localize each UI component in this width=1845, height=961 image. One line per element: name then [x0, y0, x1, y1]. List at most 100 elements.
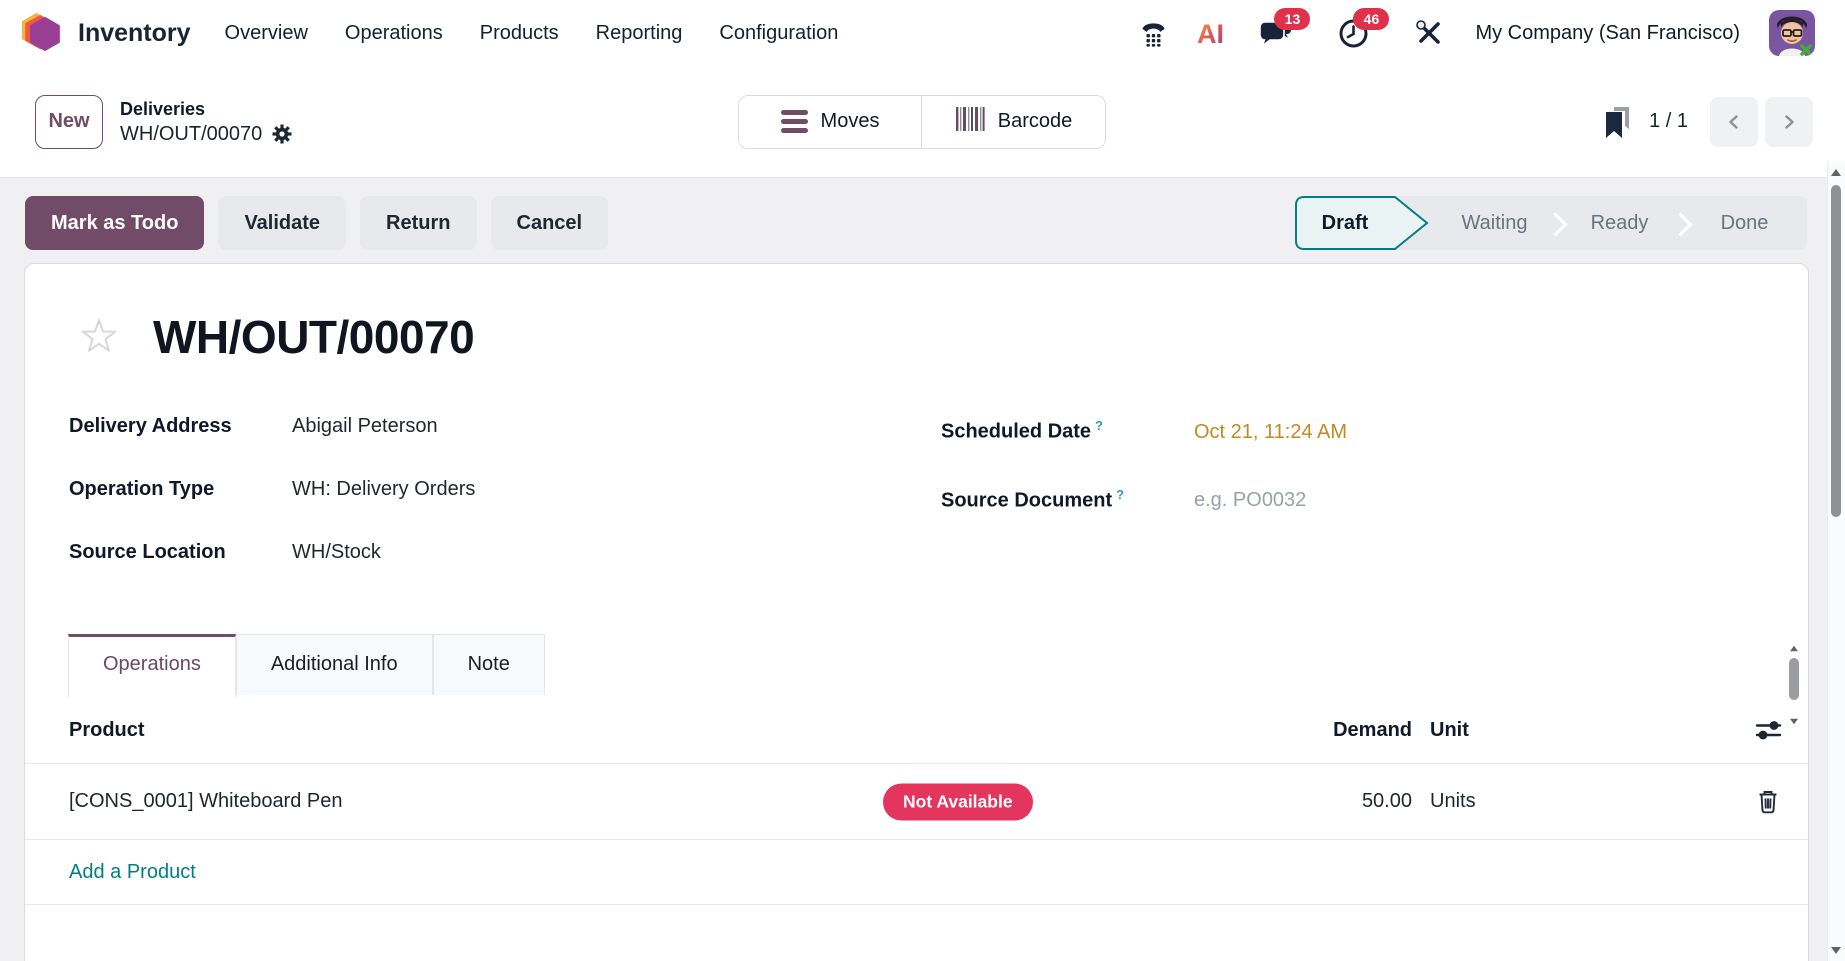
pager-previous-button[interactable] — [1710, 96, 1758, 147]
availability-status-badge: Not Available — [883, 783, 1033, 820]
action-buttons: Mark as Todo Validate Return Cancel — [25, 196, 609, 250]
source-document-label: Source Document? — [941, 486, 1125, 512]
tab-operations[interactable]: Operations — [68, 634, 236, 697]
field-source-location: Source Location WH/Stock — [69, 537, 941, 567]
column-header-unit[interactable]: Unit — [1430, 718, 1469, 741]
operation-type-label: Operation Type — [69, 478, 215, 500]
smart-buttons: Moves Barcode — [738, 94, 1106, 149]
delivery-address-label: Delivery Address — [69, 415, 232, 437]
unit-cell[interactable]: Units — [1430, 790, 1476, 812]
new-button[interactable]: New — [35, 94, 103, 149]
record-title[interactable]: WH/OUT/00070 — [153, 311, 475, 363]
scheduled-date-value[interactable]: Oct 21, 11:24 AM — [1194, 420, 1348, 443]
barcode-button[interactable]: Barcode — [922, 95, 1105, 148]
inner-scrollbar[interactable] — [1786, 645, 1802, 725]
favorite-star-icon[interactable] — [79, 317, 119, 357]
scroll-down-arrow-icon[interactable] — [1831, 947, 1841, 954]
top-nav: Inventory Overview Operations Products R… — [0, 0, 1845, 66]
field-scheduled-date: Scheduled Date? Oct 21, 11:24 AM — [941, 411, 1808, 447]
column-header-product[interactable]: Product — [69, 718, 145, 741]
form-view-area: Mark as Todo Validate Return Cancel Draf… — [0, 178, 1828, 961]
column-header-demand[interactable]: Demand — [1333, 718, 1412, 741]
menu-item-overview[interactable]: Overview — [224, 21, 308, 44]
inventory-app-icon[interactable] — [22, 10, 66, 56]
tab-note[interactable]: Note — [432, 634, 545, 695]
menu-item-products[interactable]: Products — [479, 21, 559, 44]
pager-value: 1 / 1 — [1649, 110, 1688, 132]
scheduled-date-label: Scheduled Date? — [941, 418, 1103, 443]
barcode-button-label: Barcode — [997, 110, 1073, 132]
source-document-input[interactable]: e.g. PO0032 — [1194, 489, 1307, 512]
operations-table: Product Demand Unit [CONS_0001] Whitebo — [25, 697, 1808, 905]
scroll-down-arrow-icon[interactable] — [1790, 718, 1798, 725]
company-switcher[interactable]: My Company (San Francisco) — [1475, 21, 1740, 44]
table-row[interactable]: [CONS_0001] Whiteboard Pen 50.00 Units — [25, 764, 1808, 840]
messages-count-badge: 13 — [1274, 7, 1311, 30]
moves-icon — [780, 110, 808, 133]
scroll-up-arrow-icon[interactable] — [1790, 645, 1798, 652]
add-line-row: Add a Product — [25, 840, 1808, 905]
nav-right: AI 13 46 — [1140, 7, 1815, 56]
tab-additional-info[interactable]: Additional Info — [235, 634, 433, 695]
main-scrollbar[interactable] — [1827, 162, 1845, 961]
cancel-button[interactable]: Cancel — [490, 196, 609, 250]
user-avatar[interactable] — [1769, 10, 1815, 56]
main-menu: Overview Operations Products Reporting C… — [225, 22, 839, 45]
barcode-icon — [955, 106, 985, 138]
status-step-done[interactable]: Done — [1720, 212, 1769, 234]
field-operation-type: Operation Type WH: Delivery Orders — [69, 474, 941, 504]
tools-icon[interactable] — [1414, 18, 1444, 48]
status-step-draft-active[interactable]: Draft — [1295, 196, 1432, 250]
product-cell[interactable]: [CONS_0001] Whiteboard Pen — [69, 790, 343, 812]
validate-button[interactable]: Validate — [218, 196, 347, 250]
menu-item-operations[interactable]: Operations — [344, 21, 443, 44]
menu-item-reporting[interactable]: Reporting — [595, 21, 683, 44]
mark-as-todo-button[interactable]: Mark as Todo — [25, 196, 205, 250]
source-location-label: Source Location — [69, 541, 226, 563]
nav-left: Inventory Overview Operations Products R… — [22, 10, 838, 56]
activities-count-badge: 46 — [1353, 7, 1390, 30]
messages-chat-icon[interactable]: 13 — [1259, 7, 1311, 49]
status-bar: Draft Waiting Ready Done — [1295, 196, 1807, 250]
title-row: WH/OUT/00070 — [79, 308, 1808, 366]
scroll-up-arrow-icon[interactable] — [1831, 169, 1841, 176]
notebook-tabs: Operations Additional Info Note — [68, 634, 1808, 697]
status-step-waiting[interactable]: Waiting — [1461, 212, 1528, 234]
bookmark-icon[interactable] — [1604, 105, 1631, 139]
add-a-product-link[interactable]: Add a Product — [69, 860, 196, 883]
action-row: Mark as Todo Validate Return Cancel Draf… — [0, 178, 1828, 250]
menu-item-configuration[interactable]: Configuration — [719, 21, 839, 44]
field-source-document: Source Document? e.g. PO0032 — [941, 480, 1808, 516]
field-delivery-address: Delivery Address Abigail Peterson — [69, 411, 941, 441]
pager-area: 1 / 1 — [1604, 96, 1813, 147]
delete-row-trash-icon[interactable] — [1746, 789, 1790, 814]
form-fields: Delivery Address Abigail Peterson Operat… — [69, 411, 1808, 600]
activities-clock-icon[interactable]: 46 — [1338, 7, 1390, 49]
operation-type-value[interactable]: WH: Delivery Orders — [292, 478, 476, 500]
help-question-icon: ? — [1116, 486, 1125, 502]
phone-icon[interactable] — [1140, 19, 1167, 47]
demand-cell[interactable]: 50.00 — [1361, 790, 1412, 812]
help-question-icon: ? — [1095, 418, 1103, 433]
inner-scrollbar-thumb[interactable] — [1789, 658, 1799, 700]
moves-button-label: Moves — [820, 110, 880, 132]
gear-icon[interactable] — [272, 124, 292, 144]
return-button[interactable]: Return — [360, 196, 477, 250]
moves-button[interactable]: Moves — [739, 95, 922, 148]
main-scrollbar-thumb[interactable] — [1831, 185, 1841, 517]
record-sheet: WH/OUT/00070 Delivery Address Abigail Pe… — [24, 263, 1809, 961]
pager-next-button[interactable] — [1765, 96, 1813, 147]
control-bar: New Deliveries WH/OUT/00070 — [0, 66, 1845, 178]
form-left-column: Delivery Address Abigail Peterson Operat… — [69, 411, 941, 600]
svg-text:AI: AI — [1197, 19, 1224, 48]
ai-icon[interactable]: AI — [1196, 18, 1230, 48]
form-right-column: Scheduled Date? Oct 21, 11:24 AM Source … — [941, 411, 1808, 600]
optional-columns-icon[interactable] — [1746, 719, 1790, 742]
delivery-address-value[interactable]: Abigail Peterson — [292, 415, 438, 437]
app-name[interactable]: Inventory — [78, 18, 191, 47]
source-location-value[interactable]: WH/Stock — [292, 541, 381, 563]
breadcrumb-current-record: WH/OUT/00070 — [120, 122, 263, 145]
status-step-ready[interactable]: Ready — [1590, 212, 1649, 234]
breadcrumb-parent-deliveries[interactable]: Deliveries — [120, 98, 206, 119]
